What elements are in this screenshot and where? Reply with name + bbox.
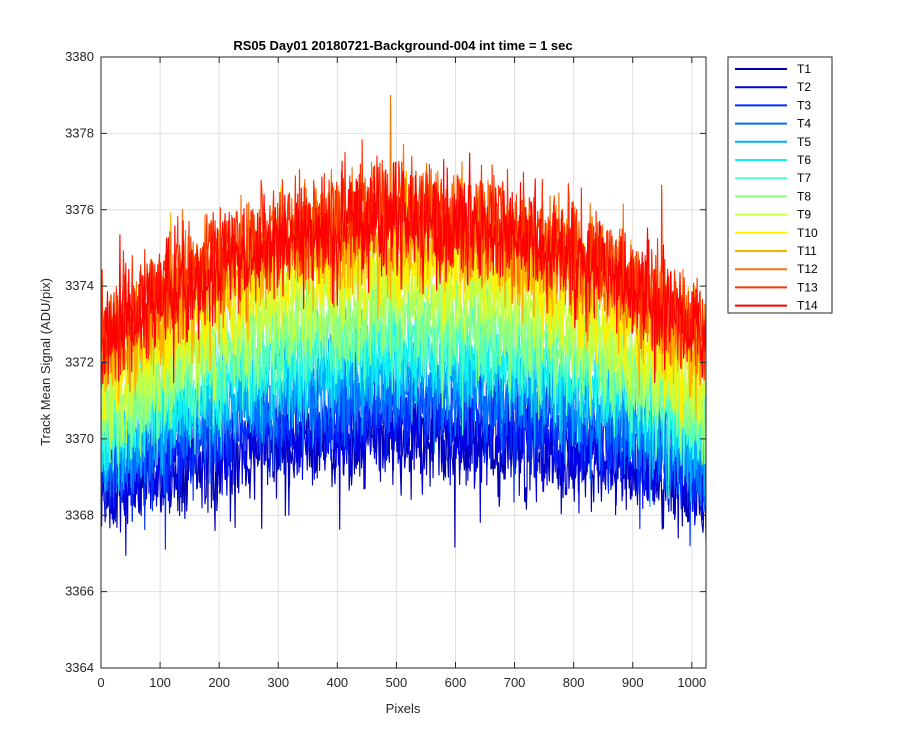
x-tick-label: 500: [386, 675, 408, 690]
y-tick-label: 3364: [65, 660, 94, 675]
x-tick-label: 900: [622, 675, 644, 690]
y-tick-label: 3372: [65, 355, 94, 370]
legend-label: T7: [797, 171, 811, 185]
legend-items: T1 T2 T3 T4 T5 T6 T7 T8 T9 T10 T11 T12 T13 T14: [735, 62, 818, 313]
legend-label: T11: [797, 244, 817, 258]
x-tick-label: 1000: [677, 675, 706, 690]
x-tick-label: 400: [326, 675, 348, 690]
y-axis-label: Track Mean Signal (ADU/pix): [38, 278, 53, 446]
series-lines: [101, 94, 707, 556]
legend-label: T9: [797, 208, 811, 222]
legend-label: T2: [797, 80, 811, 94]
x-axis-ticks: 0 100 200 300 400 500 600 700 800 900 1000: [97, 57, 706, 690]
legend-label: T1: [797, 62, 811, 76]
y-tick-label: 3370: [65, 431, 94, 446]
x-tick-label: 200: [208, 675, 230, 690]
plot-area: 0 100 200 300 400 500 600 700 800 900 1000 3364336…: [65, 49, 707, 690]
legend-label: T13: [797, 280, 818, 294]
series-line-t14: [101, 152, 707, 385]
legend-label: T6: [797, 153, 811, 167]
y-tick-label: 3376: [65, 202, 94, 217]
legend: T1 T2 T3 T4 T5 T6 T7 T8 T9 T10 T11 T12 T13 T14: [727, 56, 833, 314]
legend-label: T10: [797, 226, 818, 240]
legend-label: T5: [797, 135, 811, 149]
legend-box: [727, 56, 833, 314]
x-tick-label: 100: [149, 675, 171, 690]
series-line-t10: [101, 187, 707, 426]
series-line-t9: [101, 212, 707, 463]
legend-label: T3: [797, 98, 811, 112]
legend-label: T14: [797, 299, 818, 313]
y-axis-ticks: 3364 3366 3368 3370 3372 3374 3376 3378 3380: [65, 49, 706, 675]
x-tick-label: 300: [267, 675, 289, 690]
x-tick-label: 700: [504, 675, 526, 690]
y-tick-label: 3378: [65, 125, 94, 140]
legend-label: T8: [797, 189, 811, 203]
chart-title: RS05 Day01 20180721-Background-004 int t…: [233, 38, 572, 53]
x-tick-label: 0: [97, 675, 104, 690]
y-tick-label: 3366: [65, 584, 94, 599]
legend-label: T4: [797, 117, 811, 131]
x-tick-label: 800: [563, 675, 585, 690]
y-tick-label: 3374: [65, 278, 94, 293]
legend-label: T12: [797, 262, 818, 276]
x-axis-label: Pixels: [386, 701, 421, 716]
y-tick-label: 3380: [65, 49, 94, 64]
x-tick-label: 600: [445, 675, 467, 690]
y-tick-label: 3368: [65, 507, 94, 522]
